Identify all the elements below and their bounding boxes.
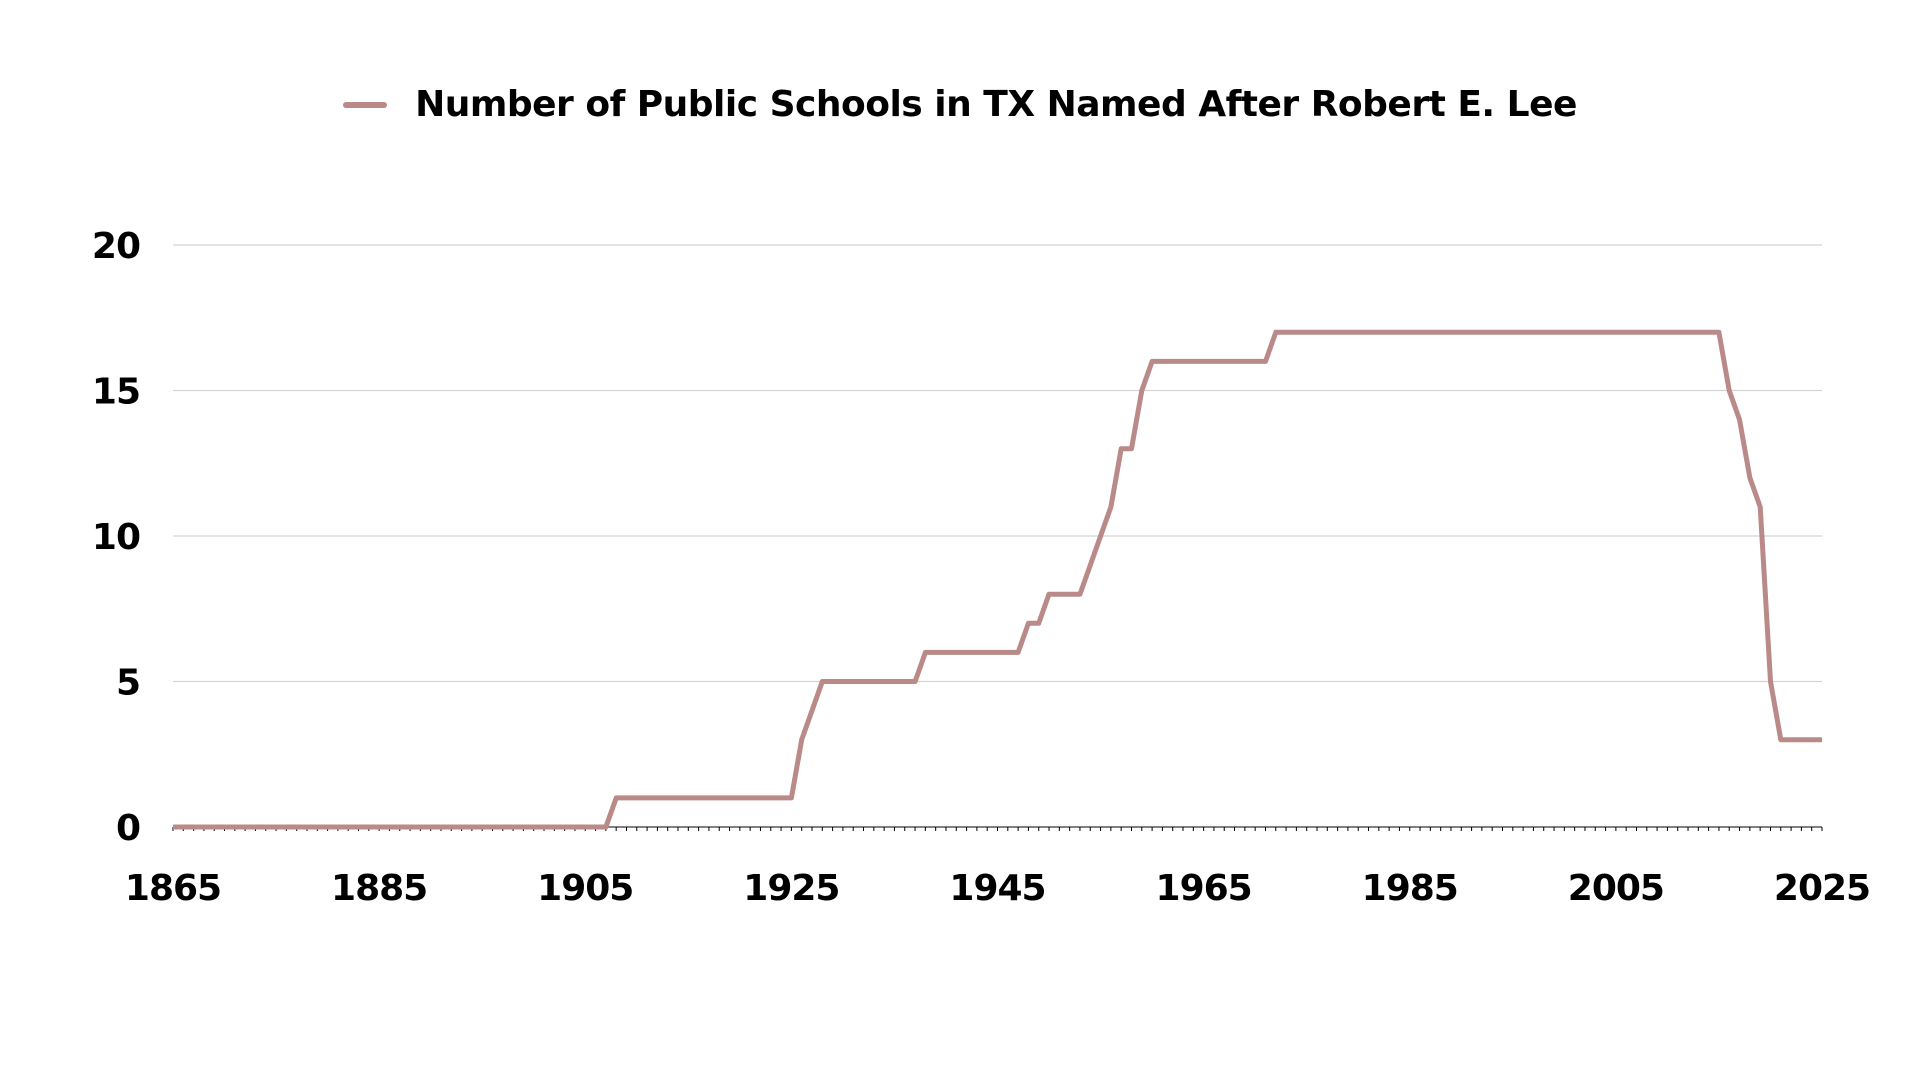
series-layer xyxy=(173,329,1822,830)
x-tick-label-1885: 1885 xyxy=(331,868,427,909)
grid-layer xyxy=(173,244,1822,683)
y-tick-label-15: 15 xyxy=(92,372,140,413)
legend-label: Number of Public Schools in TX Named Aft… xyxy=(415,84,1577,125)
x-tick-label-1945: 1945 xyxy=(949,868,1045,909)
y-axis: 0 5 10 15 20 xyxy=(92,226,141,849)
y-tick-label-0: 0 xyxy=(116,808,140,849)
x-tick-label-1865: 1865 xyxy=(125,868,221,909)
legend: Number of Public Schools in TX Named Aft… xyxy=(0,84,1920,125)
x-tick-labels: 1865 1885 1905 1925 1945 1965 1985 2005 2025 xyxy=(125,868,1871,909)
legend-swatch xyxy=(343,101,388,108)
y-tick-label-10: 10 xyxy=(92,517,140,558)
x-tick-label-2025: 2025 xyxy=(1774,868,1870,909)
x-tick-label-1905: 1905 xyxy=(537,868,633,909)
x-tick-label-2005: 2005 xyxy=(1568,868,1664,909)
y-tick-label-20: 20 xyxy=(92,226,140,267)
x-tick-label-1965: 1965 xyxy=(1156,868,1252,909)
series-line-0 xyxy=(173,329,1822,830)
y-tick-label-5: 5 xyxy=(116,663,140,704)
x-tick-label-1985: 1985 xyxy=(1362,868,1458,909)
x-tick-label-1925: 1925 xyxy=(743,868,839,909)
